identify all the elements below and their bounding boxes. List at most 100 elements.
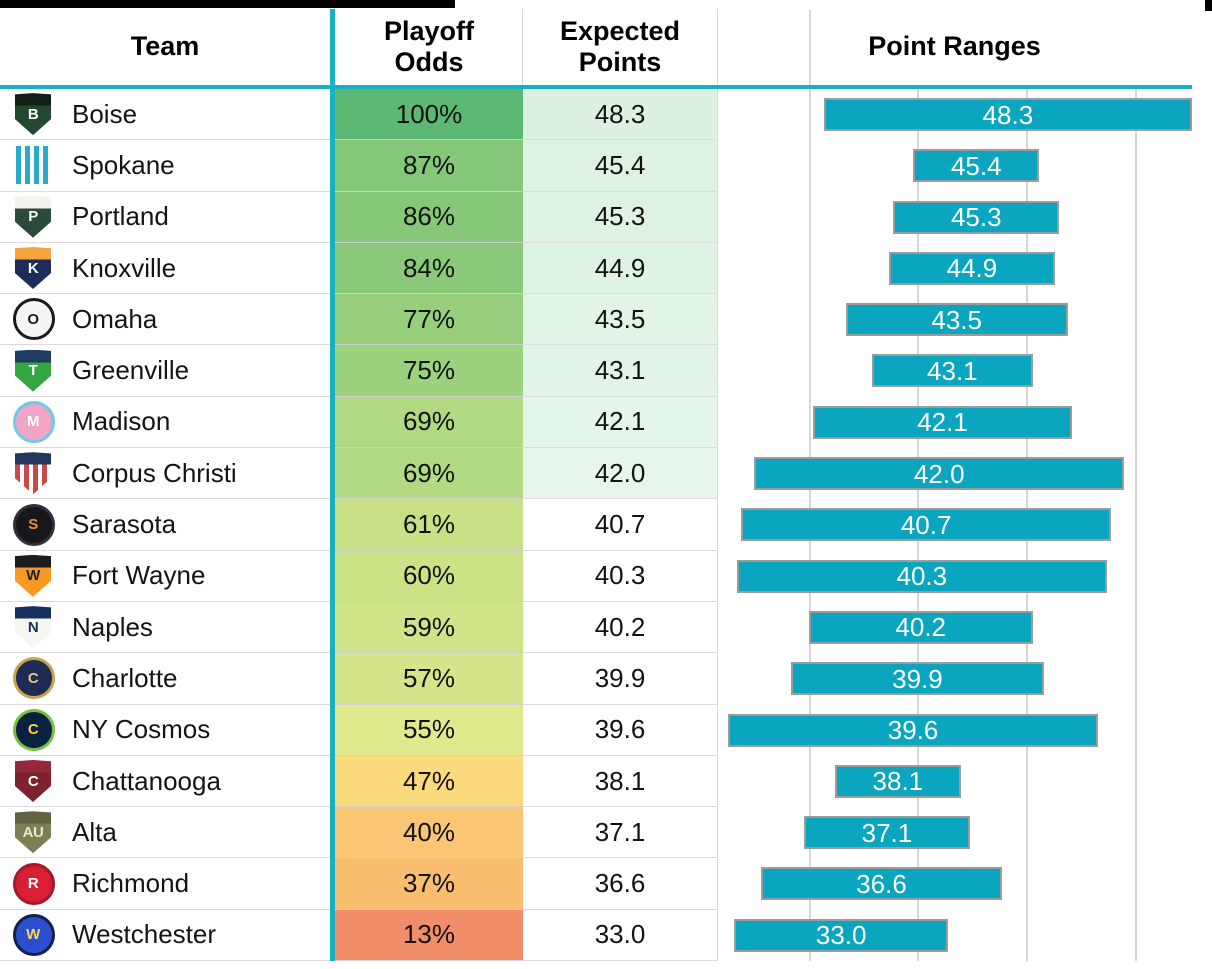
column-header-team: Team	[0, 8, 330, 85]
playoff-odds-value: 77%	[402, 303, 456, 334]
playoff-odds-cell: 61%	[335, 499, 523, 551]
team-cell: P Portland	[0, 191, 330, 243]
point-range-bar: 36.6	[760, 867, 1003, 901]
playoff-odds-value: 69%	[402, 406, 456, 437]
header-underline-rule	[0, 85, 1192, 89]
table-row: T Greenville 75% 43.1 43.1	[0, 345, 1212, 397]
point-range-bar: 40.7	[740, 508, 1112, 542]
team-name: Knoxville	[72, 252, 177, 283]
playoff-odds-value: 100%	[395, 98, 463, 129]
table-row: O Omaha 77% 43.5 43.5	[0, 294, 1212, 346]
expected-chart-divider	[717, 9, 718, 961]
team-cell: W Westchester	[0, 909, 330, 962]
point-range-bar: 37.1	[804, 816, 970, 850]
team-cell: C NY Cosmos	[0, 704, 330, 756]
playoff-odds-value: 57%	[402, 662, 456, 693]
table-row: B Boise 100% 48.3 48.3	[0, 89, 1212, 141]
table-row: K Knoxville 84% 44.9 44.9	[0, 242, 1212, 295]
point-range-cell: 44.9	[717, 243, 1192, 294]
table-row: C Charlotte 57% 39.9 39.9	[0, 653, 1212, 705]
chart-gridline	[1135, 89, 1137, 961]
point-range-cell: 45.4	[717, 140, 1192, 191]
team-name: Omaha	[72, 303, 158, 334]
expected-points-value: 39.9	[594, 662, 646, 693]
point-range-label: 39.6	[887, 715, 939, 746]
point-range-bar: 48.3	[823, 98, 1192, 131]
expected-points-cell: 43.1	[523, 345, 717, 397]
playoff-odds-cell: 75%	[335, 345, 523, 397]
team-logo-icon	[13, 451, 53, 495]
team-cell: S Sarasota	[0, 499, 330, 551]
team-logo-icon: K	[13, 246, 53, 290]
point-range-label: 36.6	[856, 868, 907, 899]
column-header-expected-points: Expected Points	[523, 8, 717, 85]
playoff-odds-value: 69%	[402, 457, 456, 488]
playoff-odds-cell: 84%	[335, 242, 523, 295]
playoff-odds-value: 40%	[402, 816, 456, 847]
team-name: Madison	[72, 406, 171, 437]
team-cell: K Knoxville	[0, 242, 330, 295]
playoff-odds-cell: 55%	[335, 704, 523, 756]
table-row: C Chattanooga 47% 38.1 38.1	[0, 755, 1212, 808]
team-name: Alta	[72, 816, 117, 847]
table-row: W Westchester 13% 33.0 33.0	[0, 909, 1212, 962]
point-range-cell: 38.1	[717, 756, 1192, 807]
expected-points-cell: 38.1	[523, 755, 717, 808]
playoff-odds-value: 86%	[402, 201, 456, 232]
expected-points-value: 40.2	[594, 611, 646, 642]
table-row: W Fort Wayne 60% 40.3 40.3	[0, 550, 1212, 602]
point-range-cell: 48.3	[717, 89, 1192, 140]
point-range-cell: 37.1	[717, 807, 1192, 858]
team-cell: M Madison	[0, 396, 330, 449]
expected-points-value: 33.0	[594, 919, 646, 950]
point-range-bar: 39.9	[791, 662, 1044, 696]
point-range-bar: 45.3	[893, 200, 1060, 234]
team-name: Spokane	[72, 149, 175, 180]
expected-points-value: 42.0	[594, 457, 646, 488]
team-logo-icon	[13, 143, 53, 187]
point-range-label: 42.1	[917, 407, 968, 438]
team-cell: Spokane	[0, 140, 330, 192]
team-name: Boise	[72, 98, 138, 129]
expected-points-value: 43.5	[594, 303, 646, 334]
expected-points-cell: 37.1	[523, 807, 717, 859]
team-logo-icon: N	[13, 605, 53, 649]
team-logo-icon: S	[13, 503, 55, 547]
expected-points-cell: 45.3	[523, 191, 717, 243]
point-range-cell: 36.6	[717, 858, 1192, 909]
team-logo-icon: AU	[13, 810, 53, 854]
expected-points-value: 40.3	[594, 560, 646, 591]
playoff-odds-cell: 40%	[335, 807, 523, 859]
team-name: Richmond	[72, 868, 190, 899]
point-range-bar: 42.1	[812, 405, 1073, 439]
expected-points-value: 44.9	[594, 252, 646, 283]
playoff-odds-cell: 69%	[335, 396, 523, 449]
playoff-odds-value: 60%	[402, 560, 456, 591]
expected-points-value: 42.1	[594, 406, 646, 437]
playoff-odds-value: 75%	[402, 355, 456, 386]
team-name: Greenville	[72, 355, 190, 386]
point-range-cell: 39.6	[717, 705, 1192, 756]
point-range-label: 40.7	[900, 509, 952, 540]
point-range-label: 45.3	[950, 202, 1002, 233]
point-range-bar: 39.6	[727, 713, 1099, 747]
top-right-black-tick	[1205, 0, 1212, 11]
team-logo-icon: W	[13, 554, 53, 598]
point-range-label: 38.1	[872, 766, 924, 797]
team-logo-icon: W	[13, 913, 55, 957]
team-logo-icon: C	[13, 759, 53, 803]
table-row: M Madison 69% 42.1 42.1	[0, 396, 1212, 449]
table-row: Corpus Christi 69% 42.0 42.0	[0, 448, 1212, 500]
point-range-label: 39.9	[892, 663, 943, 694]
playoff-odds-cell: 100%	[335, 89, 523, 141]
team-name: Naples	[72, 611, 153, 642]
expected-points-cell: 40.3	[523, 550, 717, 602]
point-range-bar: 43.5	[845, 303, 1068, 337]
point-range-bar: 40.3	[736, 559, 1108, 593]
expected-points-value: 43.1	[594, 355, 646, 386]
team-name: Portland	[72, 201, 169, 232]
table-row: AU Alta 40% 37.1 37.1	[0, 807, 1212, 859]
playoff-odds-cell: 37%	[335, 858, 523, 910]
team-cell: AU Alta	[0, 807, 330, 859]
column-header-team-label: Team	[130, 31, 200, 62]
